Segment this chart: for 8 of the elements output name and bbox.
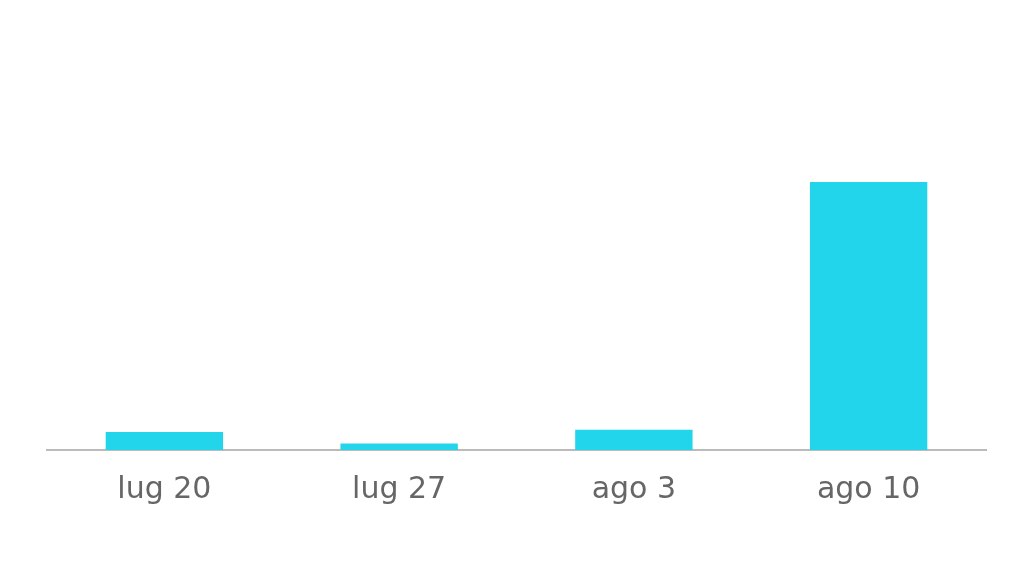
x-tick-label: lug 20 [117, 469, 212, 505]
x-tick-label: lug 27 [352, 469, 447, 505]
bar [575, 429, 693, 450]
bar [105, 432, 224, 450]
x-tick-label: ago 3 [591, 469, 677, 505]
bar [340, 443, 458, 450]
x-tick-label: ago 10 [816, 469, 921, 505]
bar [809, 182, 928, 450]
